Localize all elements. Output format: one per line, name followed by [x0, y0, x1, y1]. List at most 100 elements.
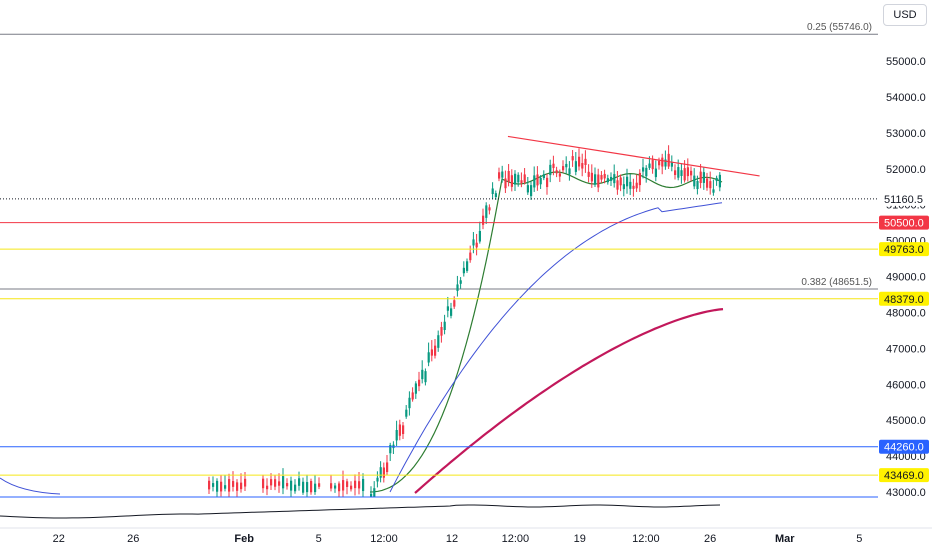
candle-body	[494, 193, 497, 198]
candle-body	[642, 167, 645, 172]
level-badge[interactable]	[879, 242, 929, 257]
time-tick-label: 22	[53, 533, 65, 545]
fib-label: 0.25 (55746.0)	[807, 22, 872, 33]
candle-body	[568, 168, 571, 175]
candle-body	[683, 168, 686, 181]
candle-body	[437, 335, 440, 348]
candle-body	[667, 153, 670, 167]
currency-button[interactable]: USD	[883, 4, 927, 26]
candle-body	[274, 479, 277, 487]
candle-body	[298, 478, 301, 486]
candle-body	[597, 174, 600, 188]
candle-body	[530, 185, 533, 197]
candle-body	[590, 172, 593, 182]
candle-body	[658, 161, 661, 166]
candle-body	[517, 174, 520, 183]
candle-body	[232, 481, 235, 487]
candle-body	[520, 180, 523, 184]
candle-body	[693, 175, 696, 187]
candle-body	[533, 175, 536, 188]
candle-body	[690, 170, 693, 176]
candle-body	[418, 379, 421, 387]
candle-body	[224, 485, 227, 489]
level-badge[interactable]	[879, 439, 929, 454]
level-badge-label: 50500.0	[884, 218, 924, 230]
candle-body	[645, 167, 648, 177]
time-tick-label: 19	[574, 533, 586, 545]
candle-body	[664, 159, 667, 167]
candle-body	[702, 172, 705, 183]
candle-body	[450, 308, 453, 316]
candle-body	[478, 230, 481, 242]
candle-body	[594, 174, 597, 185]
candle-body	[411, 392, 414, 400]
candle-body	[459, 280, 462, 284]
candle-body	[379, 467, 382, 478]
trendline-line[interactable]	[507, 135, 760, 177]
candle-body	[266, 485, 269, 490]
candle-body	[578, 156, 581, 167]
ma-short-line	[369, 171, 723, 493]
candle-body	[220, 481, 223, 492]
candle-body	[686, 167, 689, 177]
candle-body	[310, 480, 313, 493]
candle-body	[443, 321, 446, 330]
candle-body	[286, 483, 289, 487]
level-badge-label: 49763.0	[884, 244, 924, 256]
candle-body	[680, 170, 683, 176]
candle-body	[314, 483, 317, 493]
time-tick-label: 5	[316, 533, 322, 545]
candle-body	[574, 161, 577, 172]
time-tick-label: 26	[704, 533, 716, 545]
candle-body	[600, 175, 603, 180]
candle-body	[651, 159, 654, 170]
candle-body	[482, 215, 485, 225]
candle-body	[402, 425, 405, 435]
candle-body	[236, 482, 239, 491]
candle-body	[507, 170, 510, 182]
price-tick-label: 53000.0	[886, 128, 926, 140]
candle-body	[389, 444, 392, 454]
candle-body	[318, 483, 321, 487]
price-axis[interactable]: 43000.0 44000.0 45000.0 46000.0 47000.0 48000…	[878, 0, 932, 528]
candle-body	[228, 479, 231, 492]
ma-medium-line	[389, 202, 723, 493]
candle-body	[212, 483, 215, 487]
candle-body	[603, 173, 606, 179]
candle-body	[606, 178, 609, 183]
candle-body	[342, 480, 345, 491]
candle-body	[306, 482, 309, 493]
ma-long-line	[414, 308, 724, 494]
candle-body	[485, 205, 488, 218]
candles	[208, 145, 721, 497]
time-tick-label: 12:00	[632, 533, 660, 545]
level-badge[interactable]	[879, 291, 929, 306]
moving-averages	[0, 171, 724, 495]
horizontal-levels[interactable]	[0, 198, 878, 476]
candle-body	[552, 163, 555, 169]
level-badge[interactable]	[879, 468, 929, 483]
candle-body	[469, 252, 472, 261]
candle-body	[421, 369, 424, 380]
candle-body	[674, 170, 677, 175]
level-badge[interactable]	[879, 215, 929, 230]
candle-body	[408, 397, 411, 409]
candle-body	[382, 467, 385, 478]
level-badge[interactable]	[879, 191, 929, 206]
candle-body	[278, 481, 281, 486]
candle-body	[208, 480, 211, 490]
candle-body	[629, 181, 632, 189]
trendline[interactable]	[507, 135, 760, 177]
candle-body	[462, 267, 465, 274]
candle-body	[262, 478, 265, 489]
candle-body	[587, 171, 590, 177]
candle-body	[472, 239, 475, 246]
level-badge-label: 48379.0	[884, 294, 924, 306]
time-axis[interactable]: 22 26 Feb 5 12:00 12 12:00 19 12:00 26 Mar 5	[0, 527, 932, 545]
level-badge-label: 51160.5	[884, 194, 923, 206]
candle-body	[302, 481, 305, 493]
candle-body	[395, 429, 398, 441]
candle-body	[427, 352, 430, 363]
candle-body	[282, 476, 285, 489]
